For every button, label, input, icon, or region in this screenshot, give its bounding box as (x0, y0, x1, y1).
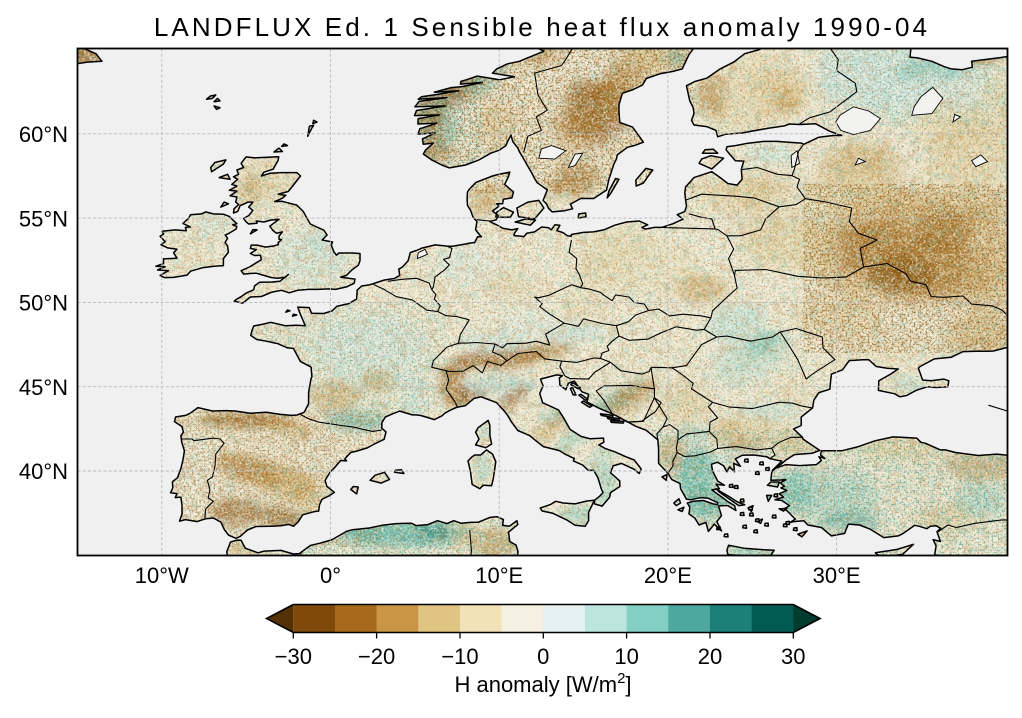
svg-text:H anomaly [W/m2]: H anomaly [W/m2] (454, 670, 631, 697)
svg-text:20: 20 (698, 644, 722, 669)
svg-text:10°W: 10°W (135, 563, 189, 588)
svg-text:0°: 0° (320, 563, 341, 588)
svg-text:−30: −30 (275, 644, 312, 669)
svg-text:LANDFLUX Ed. 1 Sensible heat f: LANDFLUX Ed. 1 Sensible heat flux anomal… (154, 12, 930, 42)
svg-text:50°N: 50°N (19, 291, 68, 316)
svg-text:−20: −20 (358, 644, 395, 669)
svg-text:30°E: 30°E (813, 563, 861, 588)
svg-text:0: 0 (537, 644, 549, 669)
svg-text:10°E: 10°E (475, 563, 523, 588)
svg-text:60°N: 60°N (19, 122, 68, 147)
svg-text:10: 10 (614, 644, 638, 669)
svg-text:55°N: 55°N (19, 206, 68, 231)
svg-text:20°E: 20°E (644, 563, 692, 588)
svg-text:40°N: 40°N (19, 459, 68, 484)
svg-text:30: 30 (781, 644, 805, 669)
svg-text:45°N: 45°N (19, 375, 68, 400)
svg-text:−10: −10 (441, 644, 478, 669)
